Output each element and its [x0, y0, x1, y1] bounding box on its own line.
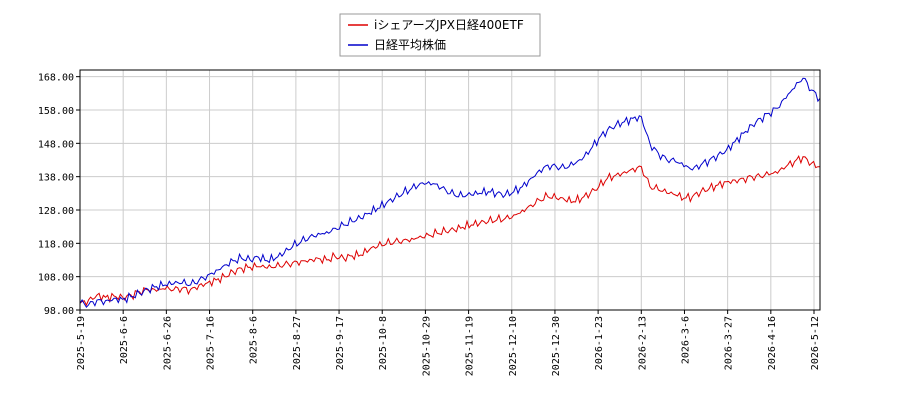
- x-tick-label: 2025-6-6: [119, 316, 130, 364]
- x-tick-label: 2026-3-27: [724, 316, 735, 370]
- x-tick-label: 2026-2-13: [637, 316, 648, 370]
- legend-label-etf: iシェアーズJPX日経400ETF: [374, 17, 524, 32]
- x-tick-label: 2025-11-19: [465, 316, 476, 376]
- axes: 98.00 108.00 118.00 128.00 138.00 148.00 158.0…: [38, 73, 821, 377]
- y-tick-label: 148.00: [38, 139, 74, 150]
- x-tick-label: 2025-12-30: [551, 316, 562, 376]
- x-tick-label: 2026-3-6: [680, 316, 691, 364]
- series-layer: [79, 77, 821, 309]
- y-tick-label: 118.00: [38, 239, 74, 250]
- y-tick-label: 128.00: [38, 206, 74, 217]
- y-tick-label: 108.00: [38, 273, 74, 284]
- x-tick-label: 2026-5-12: [810, 316, 821, 370]
- x-tick-label: 2025-10-29: [421, 316, 432, 376]
- y-tick-label: 138.00: [38, 173, 74, 184]
- x-tick-label: 2025-9-17: [335, 316, 346, 370]
- x-tick-label: 2025-8-27: [292, 316, 303, 370]
- series-line-nikkei: [79, 77, 821, 309]
- x-tick-label: 2026-1-23: [594, 316, 605, 370]
- legend-label-nikkei: 日経平均株価: [374, 37, 446, 52]
- plot-frame: [79, 69, 821, 311]
- x-tick-label: 2025-8-6: [249, 316, 260, 364]
- x-tick-label: 2025-12-10: [508, 316, 519, 376]
- legend: iシェアーズJPX日経400ETF 日経平均株価: [339, 13, 541, 57]
- legend-box: [339, 13, 541, 57]
- y-tick-label: 158.00: [38, 106, 74, 117]
- y-tick-label: 98.00: [44, 306, 74, 317]
- x-tick-label: 2025-10-8: [378, 316, 389, 370]
- x-tick-label: 2025-5-19: [76, 316, 87, 370]
- series-line-etf: [79, 155, 820, 307]
- x-tick-label: 2025-6-26: [162, 316, 173, 370]
- grid: [79, 70, 820, 311]
- x-tick-label: 2026-4-16: [767, 316, 778, 370]
- x-tick-label: 2025-7-16: [206, 316, 217, 370]
- y-tick-label: 168.00: [38, 73, 74, 84]
